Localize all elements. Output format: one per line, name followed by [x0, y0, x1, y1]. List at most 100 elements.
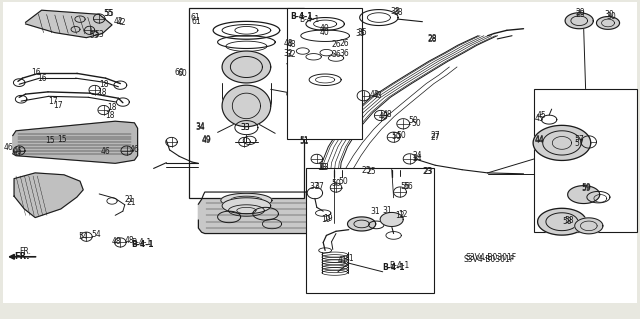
Text: 17: 17	[48, 97, 58, 106]
Text: 50: 50	[397, 131, 406, 140]
Text: 26: 26	[332, 41, 341, 49]
Polygon shape	[221, 193, 272, 207]
Polygon shape	[568, 186, 600, 204]
Text: B-4-1: B-4-1	[383, 263, 405, 272]
Text: 48: 48	[383, 110, 392, 119]
Text: 35: 35	[357, 28, 367, 37]
Text: 38: 38	[390, 7, 400, 16]
Bar	[287, 8, 362, 139]
Bar	[189, 8, 304, 198]
Text: 28: 28	[428, 34, 437, 43]
Polygon shape	[13, 121, 138, 163]
Text: 30: 30	[605, 10, 614, 19]
Text: 38: 38	[394, 8, 403, 17]
Text: 53: 53	[90, 31, 99, 40]
Text: 18: 18	[108, 103, 117, 112]
Text: 49: 49	[202, 135, 211, 144]
Text: FR.: FR.	[14, 252, 29, 261]
Text: 45: 45	[534, 114, 544, 123]
Text: B-4-1: B-4-1	[389, 261, 410, 270]
Text: 40: 40	[320, 28, 330, 37]
Text: B-4-1: B-4-1	[131, 241, 154, 249]
Text: 21: 21	[127, 198, 136, 207]
Polygon shape	[380, 212, 403, 226]
Text: 19: 19	[321, 215, 331, 224]
Text: 48: 48	[287, 41, 296, 49]
Text: 12: 12	[396, 211, 405, 220]
Text: 48: 48	[379, 112, 388, 121]
Text: 55: 55	[104, 9, 114, 18]
Text: 61: 61	[192, 17, 202, 26]
Text: 57: 57	[575, 139, 584, 148]
Text: 50: 50	[392, 132, 401, 141]
Text: 42: 42	[117, 18, 127, 27]
Text: 43: 43	[372, 92, 382, 100]
Text: 36: 36	[339, 49, 349, 58]
Text: 44: 44	[534, 136, 544, 145]
Text: 58: 58	[564, 216, 574, 225]
Text: 48: 48	[284, 40, 293, 48]
Text: 24: 24	[413, 154, 422, 163]
Text: 50: 50	[408, 116, 418, 125]
Bar	[534, 89, 637, 232]
Text: 49: 49	[202, 136, 211, 145]
Text: 40: 40	[320, 24, 330, 33]
Text: 17: 17	[53, 101, 63, 110]
Text: 18: 18	[99, 80, 109, 89]
Polygon shape	[596, 17, 620, 29]
Text: 24: 24	[413, 151, 422, 160]
Text: 46: 46	[101, 147, 111, 156]
Polygon shape	[14, 173, 83, 218]
Text: 26: 26	[339, 40, 349, 48]
Text: 59: 59	[581, 183, 591, 192]
Text: 58: 58	[562, 218, 572, 226]
Text: 53: 53	[94, 30, 104, 39]
Text: 50: 50	[332, 179, 341, 188]
Text: 13: 13	[317, 163, 326, 172]
Polygon shape	[222, 198, 271, 214]
Text: 34: 34	[195, 123, 205, 132]
Text: 56: 56	[400, 182, 410, 191]
Text: 59: 59	[581, 184, 591, 193]
Text: 61: 61	[190, 13, 200, 22]
Text: 30: 30	[606, 12, 616, 21]
Text: 55: 55	[104, 9, 113, 18]
Text: 23: 23	[424, 167, 433, 176]
Text: 46: 46	[129, 145, 139, 154]
Text: 51: 51	[300, 136, 309, 145]
Text: 48: 48	[124, 236, 134, 245]
Text: 13: 13	[319, 163, 328, 172]
Text: B-4-1: B-4-1	[300, 15, 320, 24]
Text: 43: 43	[370, 90, 380, 99]
Text: FR.: FR.	[19, 247, 31, 256]
Polygon shape	[198, 192, 326, 234]
Text: 32: 32	[284, 49, 293, 58]
Text: 41: 41	[344, 254, 354, 263]
Polygon shape	[348, 217, 376, 231]
Text: 25: 25	[362, 167, 371, 175]
Polygon shape	[533, 125, 591, 160]
Text: S3V4-B0301F: S3V4-B0301F	[466, 253, 517, 262]
Text: B-4-1: B-4-1	[131, 238, 152, 247]
Text: 16: 16	[37, 74, 47, 83]
Text: 60: 60	[177, 69, 187, 78]
Text: 33: 33	[240, 123, 250, 132]
Text: 18: 18	[106, 111, 115, 120]
Text: S3V4-B0301F: S3V4-B0301F	[464, 255, 515, 264]
Text: 56: 56	[403, 182, 413, 191]
Text: 18: 18	[97, 88, 107, 97]
Polygon shape	[222, 51, 271, 83]
Text: 34: 34	[195, 122, 205, 131]
Text: 33: 33	[240, 123, 250, 132]
Text: 21: 21	[125, 195, 134, 204]
Polygon shape	[565, 13, 593, 29]
Text: 31: 31	[370, 207, 380, 216]
Text: 46: 46	[3, 144, 13, 152]
Polygon shape	[26, 10, 112, 38]
Text: 37: 37	[309, 182, 319, 191]
Polygon shape	[575, 218, 603, 234]
Text: 45: 45	[536, 111, 546, 120]
Text: 54: 54	[78, 232, 88, 241]
Text: 31: 31	[383, 206, 392, 215]
Text: 29: 29	[576, 8, 586, 17]
